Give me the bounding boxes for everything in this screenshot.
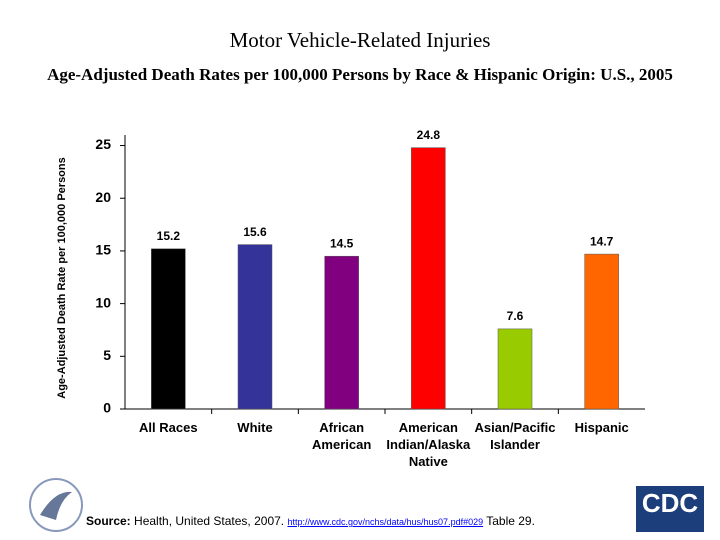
- value-label: 7.6: [507, 309, 524, 323]
- chart-subtitle: Age-Adjusted Death Rates per 100,000 Per…: [47, 65, 673, 84]
- y-axis-label: Age-Adjusted Death Rate per 100,000 Pers…: [56, 157, 68, 398]
- value-label: 14.5: [330, 236, 354, 250]
- value-label: 24.8: [417, 128, 441, 142]
- bar: [411, 147, 446, 410]
- bar: [497, 328, 533, 410]
- value-label: 14.7: [590, 234, 614, 248]
- x-tick-label: African American: [312, 420, 371, 452]
- source-table: Table 29.: [486, 514, 535, 528]
- bar: [324, 255, 359, 410]
- y-tick-label: 20: [95, 189, 111, 205]
- hhs-logo: [29, 478, 83, 532]
- y-tick-label: 25: [95, 136, 111, 152]
- logo-text: CDC: [642, 488, 699, 518]
- source-label: Source:: [86, 514, 131, 528]
- value-label: 15.2: [157, 229, 181, 243]
- source-link[interactable]: http://www.cdc.gov/nchs/data/hus/hus07.p…: [287, 517, 484, 527]
- y-tick-label: 5: [103, 347, 111, 363]
- source-text: Health, United States, 2007.: [134, 514, 285, 528]
- x-tick-label: White: [237, 420, 272, 435]
- footer: Source: Health, United States, 2007. htt…: [86, 514, 535, 528]
- y-tick-label: 10: [95, 294, 111, 310]
- y-tick-label: 0: [103, 400, 111, 416]
- value-label: 15.6: [243, 225, 267, 239]
- chart-title: Motor Vehicle-Related Injuries: [229, 28, 491, 52]
- bar: [151, 248, 186, 410]
- cdc-logo: CDC: [636, 486, 704, 532]
- x-tick-label: American Indian/Alaska Native: [386, 420, 471, 469]
- x-tick-label: All Races: [139, 420, 198, 435]
- x-tick-label: Asian/Pacific Islander: [475, 420, 556, 452]
- x-tick-label: Hispanic: [575, 420, 629, 435]
- bar: [237, 244, 273, 410]
- y-tick-label: 15: [95, 242, 111, 258]
- bar: [584, 253, 619, 410]
